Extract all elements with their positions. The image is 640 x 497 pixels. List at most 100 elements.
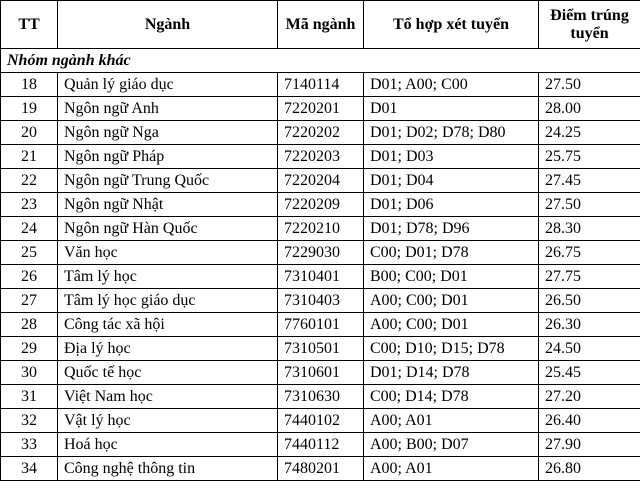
table-cell: D01; D03 <box>363 144 539 169</box>
table-cell: 7220202 <box>277 120 364 145</box>
table-cell: 7310501 <box>277 336 364 361</box>
table-cell: 7220204 <box>277 168 364 193</box>
table-cell: D01 <box>363 96 539 121</box>
table-cell: 7310601 <box>277 360 364 385</box>
table-row: 21 Ngôn ngữ Pháp 7220203 D01; D03 25.75 <box>0 144 640 169</box>
table-cell: 7440102 <box>277 408 364 433</box>
table-cell: 7480201 <box>277 456 364 481</box>
table-row: 19 Ngôn ngữ Anh 7220201 D01 28.00 <box>0 96 640 121</box>
table-row: 20 Ngôn ngữ Nga 7220202 D01; D02; D78; D80 2… <box>0 120 640 145</box>
table-cell: 27.45 <box>538 168 640 193</box>
admission-table: TT Ngành Mã ngành Tổ hợp xét tuyển Điểm trún… <box>0 0 640 481</box>
table-cell: 28.00 <box>538 96 640 121</box>
table-cell: Ngôn ngữ Trung Quốc <box>57 168 278 193</box>
table-row: 28 Công tác xã hội 7760101 A00; C00; D01 26.… <box>0 312 640 337</box>
table-cell: Vật lý học <box>57 408 278 433</box>
table-row: 26 Tâm lý học 7310401 B00; C00; D01 27.75 <box>0 264 640 289</box>
table-row: 29 Địa lý học 7310501 C00; D10; D15; D78 24.… <box>0 336 640 361</box>
table-cell: Quốc tế học <box>57 360 278 385</box>
table-cell: 32 <box>0 408 58 433</box>
table-cell: Công tác xã hội <box>57 312 278 337</box>
table-cell: 26.80 <box>538 456 640 481</box>
table-cell: 25.45 <box>538 360 640 385</box>
table-cell: 22 <box>0 168 58 193</box>
table-cell: 27.20 <box>538 384 640 409</box>
table-cell: C00; D14; D78 <box>363 384 539 409</box>
table-cell: D01; D02; D78; D80 <box>363 120 539 145</box>
group-label: Nhóm ngành khác <box>0 48 640 73</box>
table-cell: 26.75 <box>538 240 640 265</box>
table-row: 31 Việt Nam học 7310630 C00; D14; D78 27.20 <box>0 384 640 409</box>
table-cell: Quản lý giáo dục <box>57 72 278 97</box>
table-cell: 27.90 <box>538 432 640 457</box>
table-cell: Công nghệ thông tin <box>57 456 278 481</box>
table-row: 30 Quốc tế học 7310601 D01; D14; D78 25.45 <box>0 360 640 385</box>
table-body: Nhóm ngành khác 18 Quản lý giáo dục 7140114… <box>0 48 640 481</box>
table-cell: 26.50 <box>538 288 640 313</box>
table-cell: A00; B00; D07 <box>363 432 539 457</box>
table-cell: D01; D78; D96 <box>363 216 539 241</box>
table-cell: D01; D14; D78 <box>363 360 539 385</box>
table-cell: Địa lý học <box>57 336 278 361</box>
table-cell: 23 <box>0 192 58 217</box>
table-row: 33 Hoá học 7440112 A00; B00; D07 27.90 <box>0 432 640 457</box>
table-cell: A00; C00; D01 <box>363 288 539 313</box>
table-cell: Ngôn ngữ Pháp <box>57 144 278 169</box>
table-cell: 7220209 <box>277 192 364 217</box>
table-row: 24 Ngôn ngữ Hàn Quốc 7220210 D01; D78; D96 2… <box>0 216 640 241</box>
table-row: 32 Vật lý học 7440102 A00; A01 26.40 <box>0 408 640 433</box>
table-cell: 18 <box>0 72 58 97</box>
table-cell: C00; D10; D15; D78 <box>363 336 539 361</box>
table-cell: 27 <box>0 288 58 313</box>
table-cell: 7310630 <box>277 384 364 409</box>
table-cell: 24 <box>0 216 58 241</box>
table-row: 34 Công nghệ thông tin 7480201 A00; A01 26.8… <box>0 456 640 481</box>
table-cell: A00; C00; D01 <box>363 312 539 337</box>
table-cell: 29 <box>0 336 58 361</box>
table-cell: Tâm lý học <box>57 264 278 289</box>
header-row: TT Ngành Mã ngành Tổ hợp xét tuyển Điểm trún… <box>0 0 640 49</box>
table-cell: Hoá học <box>57 432 278 457</box>
header-cell: Điểm trúng tuyển <box>538 0 640 49</box>
table-cell: 27.75 <box>538 264 640 289</box>
table-row: 25 Văn học 7229030 C00; D01; D78 26.75 <box>0 240 640 265</box>
table-cell: 31 <box>0 384 58 409</box>
table-cell: B00; C00; D01 <box>363 264 539 289</box>
table-cell: 7220203 <box>277 144 364 169</box>
table-cell: D01; A00; C00 <box>363 72 539 97</box>
table-cell: 24.25 <box>538 120 640 145</box>
table-row: 27 Tâm lý học giáo dục 7310403 A00; C00; D0… <box>0 288 640 313</box>
header-cell: Tổ hợp xét tuyển <box>363 0 539 49</box>
table-cell: D01; D06 <box>363 192 539 217</box>
table-row: 18 Quản lý giáo dục 7140114 D01; A00; C00 27… <box>0 72 640 97</box>
table-cell: Văn học <box>57 240 278 265</box>
table-cell: A00; A01 <box>363 408 539 433</box>
table-cell: 7760101 <box>277 312 364 337</box>
table-cell: 30 <box>0 360 58 385</box>
table-cell: 7310403 <box>277 288 364 313</box>
table-cell: 21 <box>0 144 58 169</box>
table-row: 23 Ngôn ngữ Nhật 7220209 D01; D06 27.50 <box>0 192 640 217</box>
table-cell: 19 <box>0 96 58 121</box>
table-cell: 27.50 <box>538 192 640 217</box>
table-cell: Ngôn ngữ Anh <box>57 96 278 121</box>
table-cell: 28 <box>0 312 58 337</box>
table-cell: 7310401 <box>277 264 364 289</box>
table-cell: D01; D04 <box>363 168 539 193</box>
table-cell: 33 <box>0 432 58 457</box>
header-cell: TT <box>0 0 58 49</box>
table-cell: Ngôn ngữ Hàn Quốc <box>57 216 278 241</box>
table-cell: 25 <box>0 240 58 265</box>
table-cell: 28.30 <box>538 216 640 241</box>
table-cell: Ngôn ngữ Nhật <box>57 192 278 217</box>
table-cell: Ngôn ngữ Nga <box>57 120 278 145</box>
table-cell: 26.30 <box>538 312 640 337</box>
table-cell: 20 <box>0 120 58 145</box>
table-cell: Việt Nam học <box>57 384 278 409</box>
group-row: Nhóm ngành khác <box>0 48 640 73</box>
table-cell: 7140114 <box>277 72 364 97</box>
table-cell: 7220201 <box>277 96 364 121</box>
table-cell: Tâm lý học giáo dục <box>57 288 278 313</box>
table-cell: 7440112 <box>277 432 364 457</box>
